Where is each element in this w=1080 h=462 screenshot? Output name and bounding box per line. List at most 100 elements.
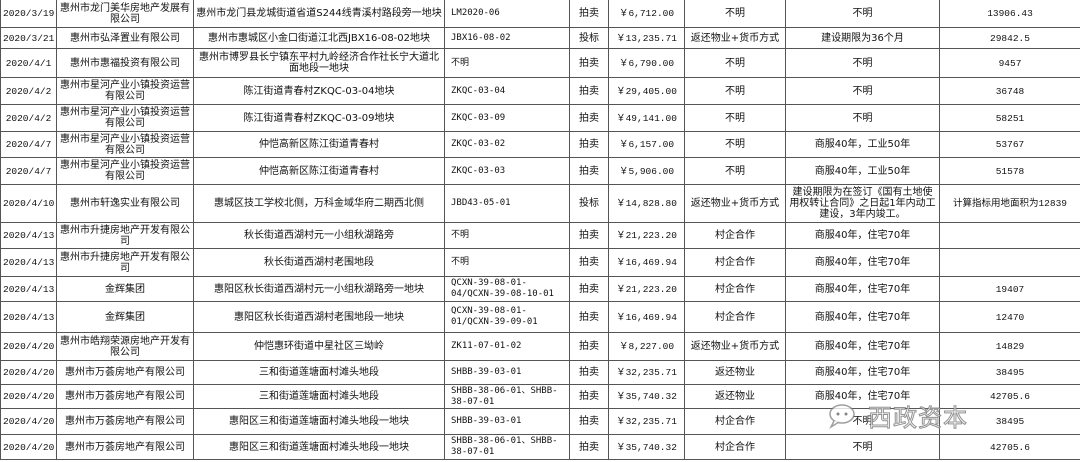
table-row: 2020/4/13 金辉集团 惠阳区秋长街道西湖村元一小组秋湖路旁一地块 QCXN-3…	[0, 276, 1080, 302]
location-cell: 惠州市惠城区小金口街道江北西JBX16-08-02地块	[193, 27, 445, 49]
table-row: 2020/4/1 惠州市惠福投资有限公司 惠州市博罗县长宁镇东平村九岭经济合作社长宁…	[0, 48, 1080, 78]
company-cell: 惠州市龙门美华房地产发展有限公司	[56, 0, 194, 28]
location-cell: 惠阳区秋长街道西湖村老围地段一地块	[193, 301, 445, 333]
method-cell: 拍卖	[569, 77, 609, 105]
method-cell: 拍卖	[569, 222, 609, 249]
date-cell: 2020/4/7	[0, 131, 57, 158]
area-cell: 53767	[939, 131, 1080, 158]
table-row: 2020/4/20 惠州市万荟房地产有限公司 惠阳区三和街道莲塘面村滩头地段一地块 S…	[0, 434, 1080, 460]
location-cell: 惠州市博罗县长宁镇东平村九岭经济合作社长宁大道北面地段一地块	[193, 48, 445, 78]
code-cell: ZKQC-03-09	[444, 104, 570, 132]
condition-cell: 返还物业	[684, 360, 786, 385]
date-cell: 2020/4/13	[0, 276, 57, 302]
method-cell: 投标	[569, 184, 609, 223]
company-cell: 惠州市星河产业小镇投资运营有限公司	[56, 157, 194, 185]
condition-cell: 不明	[684, 0, 786, 28]
price-cell: ￥6,790.00	[608, 48, 685, 78]
code-cell: ZKQC-03-02	[444, 131, 570, 158]
method-cell: 拍卖	[569, 384, 609, 409]
location-cell: 惠州市龙门县龙城街道省道S244线青溪村路段旁一地块	[193, 0, 445, 28]
price-cell: ￥14,828.80	[608, 184, 685, 223]
date-cell: 2020/4/1	[0, 48, 57, 78]
remarks-cell: 不明	[785, 408, 940, 435]
code-cell: SHBB-38-06-01、SHBB-38-07-01	[444, 434, 570, 460]
code-cell: SHBB-38-06-01、SHBB-38-07-01	[444, 384, 570, 409]
date-cell: 2020/4/2	[0, 77, 57, 105]
code-cell: SHBB-39-03-01	[444, 408, 570, 435]
remarks-cell: 商服40年，住宅70年	[785, 222, 940, 249]
date-cell: 2020/3/21	[0, 27, 57, 49]
method-cell: 拍卖	[569, 248, 609, 277]
table-row: 2020/4/13 金辉集团 惠阳区秋长街道西湖村老围地段一地块 QCXN-39-08…	[0, 301, 1080, 333]
area-cell: 42705.6	[939, 434, 1080, 460]
remarks-cell: 商服40年，住宅70年	[785, 332, 940, 361]
remarks-cell: 建设期限为36个月	[785, 27, 940, 49]
company-cell: 惠州市星河产业小镇投资运营有限公司	[56, 104, 194, 132]
condition-cell: 村企合作	[684, 434, 786, 460]
price-cell: ￥16,469.94	[608, 301, 685, 333]
company-cell: 惠州市万荟房地产有限公司	[56, 384, 194, 409]
company-cell: 惠州市惠福投资有限公司	[56, 48, 194, 78]
table-row: 2020/4/20 惠州市皓翔荣源房地产开发有限公司 仲恺惠环街道中星社区三坳岭 ZK…	[0, 332, 1080, 361]
wechat-icon	[829, 403, 855, 429]
condition-cell: 不明	[684, 77, 786, 105]
method-cell: 拍卖	[569, 276, 609, 302]
condition-cell: 村企合作	[684, 248, 786, 277]
method-cell: 投标	[569, 27, 609, 49]
area-cell	[939, 248, 1080, 277]
company-cell: 金辉集团	[56, 276, 194, 302]
remarks-cell: 建设期限为在签订《国有土地使用权转让合同》之日起1年内动工建设，3年内竣工。	[785, 184, 940, 223]
date-cell: 2020/4/10	[0, 184, 57, 223]
location-cell: 陈江街道青春村ZKQC-03-09地块	[193, 104, 445, 132]
price-cell: ￥35,740.32	[608, 434, 685, 460]
remarks-cell: 商服40年，工业50年	[785, 157, 940, 185]
code-cell: JBD43-05-01	[444, 184, 570, 223]
company-cell: 惠州市星河产业小镇投资运营有限公司	[56, 77, 194, 105]
company-cell: 惠州市升捷房地产开发有限公司	[56, 222, 194, 249]
company-cell: 惠州市轩逸实业有限公司	[56, 184, 194, 223]
price-cell: ￥32,235.71	[608, 408, 685, 435]
date-cell: 2020/4/20	[0, 434, 57, 460]
company-cell: 惠州市弘泽置业有限公司	[56, 27, 194, 49]
code-cell: QCXN-39-08-01-01/QCXN-39-09-01	[444, 301, 570, 333]
condition-cell: 村企合作	[684, 222, 786, 249]
date-cell: 2020/4/20	[0, 332, 57, 361]
location-cell: 仲恺惠环街道中星社区三坳岭	[193, 332, 445, 361]
date-cell: 2020/4/13	[0, 222, 57, 249]
table-row: 2020/4/7 惠州市星河产业小镇投资运营有限公司 仲恺高新区陈江街道青春村 ZKQ…	[0, 157, 1080, 185]
location-cell: 三和街道莲塘面村滩头地段	[193, 360, 445, 385]
table-row: 2020/4/10 惠州市轩逸实业有限公司 惠城区技工学校北侧，万科金域华府二期西北…	[0, 184, 1080, 223]
date-cell: 2020/4/2	[0, 104, 57, 132]
date-cell: 2020/4/20	[0, 360, 57, 385]
company-cell: 惠州市万荟房地产有限公司	[56, 408, 194, 435]
remarks-cell: 商服40年，住宅70年	[785, 301, 940, 333]
table-row: 2020/4/13 惠州市升捷房地产开发有限公司 秋长街道西湖村老围地段 不明 拍卖 ￥1…	[0, 248, 1080, 277]
remarks-cell: 不明	[785, 77, 940, 105]
condition-cell: 村企合作	[684, 276, 786, 302]
code-cell: SHBB-39-03-01	[444, 360, 570, 385]
remarks-cell: 商服40年，住宅70年	[785, 384, 940, 409]
price-cell: ￥21,223.20	[608, 222, 685, 249]
condition-cell: 返还物业+货币方式	[684, 184, 786, 223]
location-cell: 惠城区技工学校北侧，万科金域华府二期西北侧	[193, 184, 445, 223]
condition-cell: 村企合作	[684, 301, 786, 333]
table-row: 2020/4/20 惠州市万荟房地产有限公司 三和街道莲塘面村滩头地段 SHBB-38…	[0, 384, 1080, 409]
price-cell: ￥6,712.00	[608, 0, 685, 28]
code-cell: LM2020-06	[444, 0, 570, 28]
location-cell: 秋长街道西湖村元一小组秋湖路旁	[193, 222, 445, 249]
date-cell: 2020/4/13	[0, 248, 57, 277]
method-cell: 拍卖	[569, 104, 609, 132]
company-cell: 惠州市万荟房地产有限公司	[56, 360, 194, 385]
price-cell: ￥5,906.00	[608, 157, 685, 185]
price-cell: ￥6,157.00	[608, 131, 685, 158]
date-cell: 2020/4/20	[0, 384, 57, 409]
watermark: 西政资本	[828, 398, 968, 433]
condition-cell: 不明	[684, 104, 786, 132]
area-cell: 12470	[939, 301, 1080, 333]
remarks-cell: 不明	[785, 104, 940, 132]
method-cell: 拍卖	[569, 301, 609, 333]
method-cell: 拍卖	[569, 332, 609, 361]
price-cell: ￥32,235.71	[608, 360, 685, 385]
area-cell: 58251	[939, 104, 1080, 132]
